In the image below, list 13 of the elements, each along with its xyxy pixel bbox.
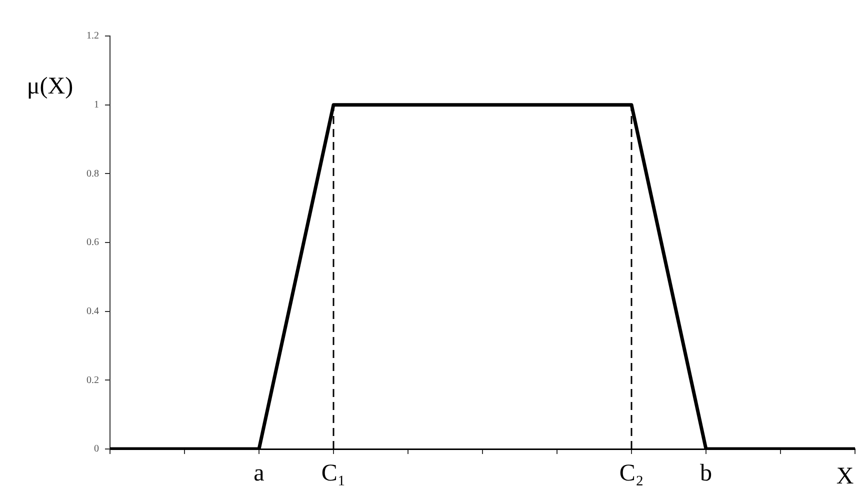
x-tick-label: b [700, 460, 712, 487]
y-tick-label: 0.2 [86, 374, 99, 386]
x-tick-label: C₁ [321, 460, 346, 487]
y-tick-label: 1 [94, 99, 99, 110]
y-tick-label: 0.6 [86, 237, 99, 248]
x-tick-label: a [254, 460, 265, 487]
x-axis-title: X [836, 463, 854, 490]
x-tick-label: C₂ [619, 460, 644, 487]
y-tick-label: 0.4 [86, 306, 99, 317]
y-tick-label: 0.8 [86, 168, 99, 180]
y-tick-label: 0 [94, 444, 99, 455]
y-tick-label: 1.2 [86, 30, 99, 42]
y-axis-title: μ(X) [26, 73, 74, 100]
